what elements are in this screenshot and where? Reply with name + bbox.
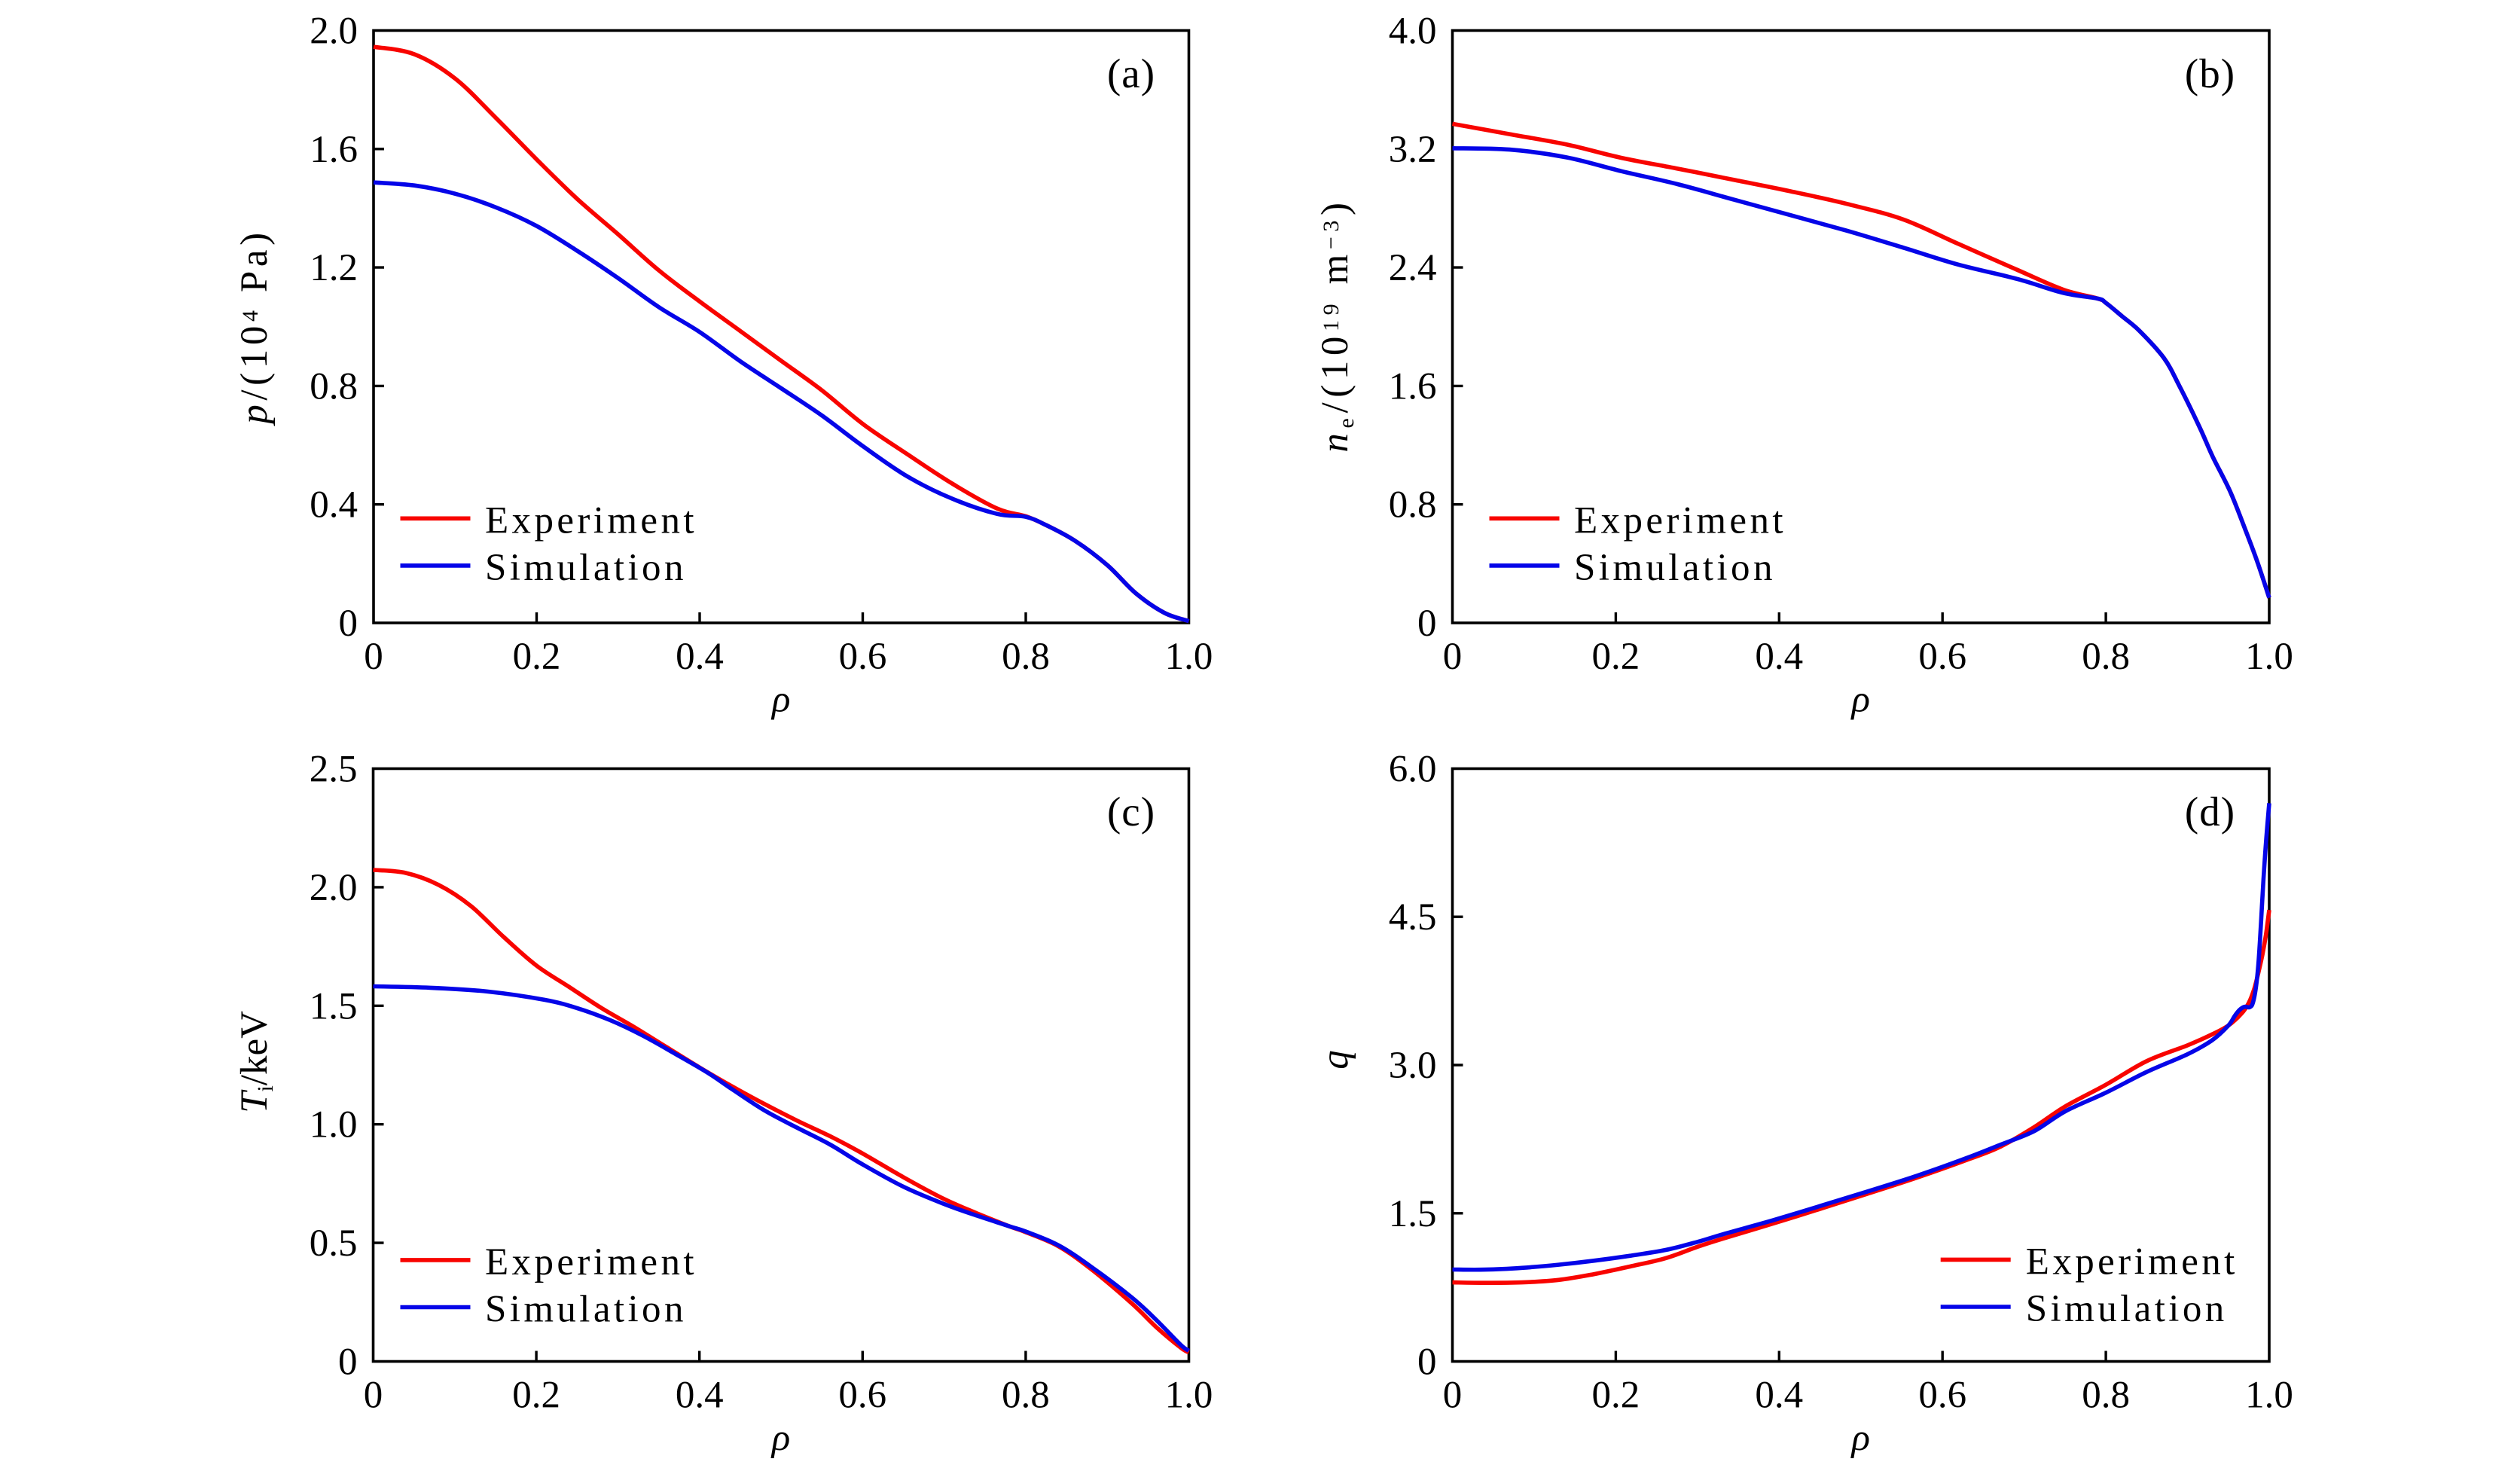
svg-text:(c): (c) <box>1107 789 1155 835</box>
svg-text:1.5: 1.5 <box>1389 1193 1437 1235</box>
svg-text:Experiment: Experiment <box>485 499 697 542</box>
svg-text:(b): (b) <box>2185 50 2235 96</box>
svg-text:0.4: 0.4 <box>676 1375 724 1417</box>
svg-text:1.0: 1.0 <box>2245 1375 2293 1417</box>
svg-text:0.6: 0.6 <box>1918 1375 1966 1417</box>
svg-text:3.2: 3.2 <box>1389 129 1437 171</box>
svg-text:1.5: 1.5 <box>310 985 358 1027</box>
svg-text:0: 0 <box>338 1341 358 1384</box>
svg-text:Experiment: Experiment <box>2026 1241 2238 1283</box>
svg-text:1.6: 1.6 <box>310 129 358 171</box>
svg-text:3.0: 3.0 <box>1389 1045 1437 1087</box>
svg-text:Simulation: Simulation <box>2026 1288 2228 1330</box>
svg-text:1.0: 1.0 <box>1165 1375 1213 1417</box>
svg-text:0.8: 0.8 <box>1389 484 1437 526</box>
svg-text:0.4: 0.4 <box>310 484 358 526</box>
svg-text:ne/(1019 m−3): ne/(1019 m−3) <box>1314 197 1359 452</box>
svg-text:2.0: 2.0 <box>310 867 358 909</box>
svg-text:Simulation: Simulation <box>485 547 687 589</box>
svg-text:2.0: 2.0 <box>310 11 358 53</box>
svg-text:Simulation: Simulation <box>485 1289 687 1331</box>
svg-text:0.4: 0.4 <box>1755 636 1803 678</box>
svg-text:0: 0 <box>339 603 358 645</box>
svg-text:p/(104 Pa): p/(104 Pa) <box>233 228 276 426</box>
svg-text:0.8: 0.8 <box>310 365 358 407</box>
svg-text:1.0: 1.0 <box>1165 636 1213 678</box>
svg-text:0.4: 0.4 <box>676 636 724 678</box>
svg-text:0: 0 <box>364 636 383 678</box>
svg-text:0.8: 0.8 <box>2082 1375 2130 1417</box>
svg-text:1.0: 1.0 <box>310 1104 358 1146</box>
svg-text:0: 0 <box>1443 636 1463 678</box>
svg-text:0.4: 0.4 <box>1755 1375 1803 1417</box>
svg-text:0.2: 0.2 <box>1592 636 1640 678</box>
svg-text:Ti/keV: Ti/keV <box>233 1011 278 1113</box>
svg-text:0.6: 0.6 <box>839 636 887 678</box>
svg-text:(d): (d) <box>2185 789 2235 835</box>
svg-text:1.0: 1.0 <box>2245 636 2293 678</box>
svg-text:6.0: 6.0 <box>1389 749 1437 791</box>
svg-text:0: 0 <box>364 1375 383 1417</box>
svg-text:0: 0 <box>1443 1375 1463 1417</box>
svg-text:0.2: 0.2 <box>513 636 561 678</box>
svg-text:q: q <box>1314 1050 1356 1070</box>
svg-text:ρ: ρ <box>1850 1417 1870 1459</box>
svg-text:Simulation: Simulation <box>1574 547 1776 589</box>
svg-text:1.2: 1.2 <box>310 247 358 289</box>
svg-text:0.5: 0.5 <box>310 1222 358 1265</box>
svg-text:0: 0 <box>1417 1341 1437 1384</box>
svg-text:Experiment: Experiment <box>1574 499 1786 542</box>
svg-text:0.2: 0.2 <box>1592 1375 1640 1417</box>
svg-text:4.0: 4.0 <box>1389 11 1437 53</box>
svg-text:ρ: ρ <box>770 1417 790 1459</box>
svg-text:2.4: 2.4 <box>1389 247 1437 289</box>
svg-text:0.8: 0.8 <box>2082 636 2130 678</box>
svg-text:ρ: ρ <box>770 679 790 721</box>
svg-text:0.6: 0.6 <box>1918 636 1966 678</box>
svg-text:0.8: 0.8 <box>1002 636 1050 678</box>
svg-text:1.6: 1.6 <box>1389 365 1437 407</box>
svg-text:Experiment: Experiment <box>485 1241 697 1283</box>
svg-text:(a): (a) <box>1107 50 1155 96</box>
svg-text:0.8: 0.8 <box>1002 1375 1050 1417</box>
svg-text:ρ: ρ <box>1850 679 1870 721</box>
svg-text:0.2: 0.2 <box>512 1375 560 1417</box>
svg-text:0.6: 0.6 <box>838 1375 886 1417</box>
svg-text:2.5: 2.5 <box>310 749 358 791</box>
svg-text:0: 0 <box>1417 603 1437 645</box>
svg-text:4.5: 4.5 <box>1389 896 1437 938</box>
